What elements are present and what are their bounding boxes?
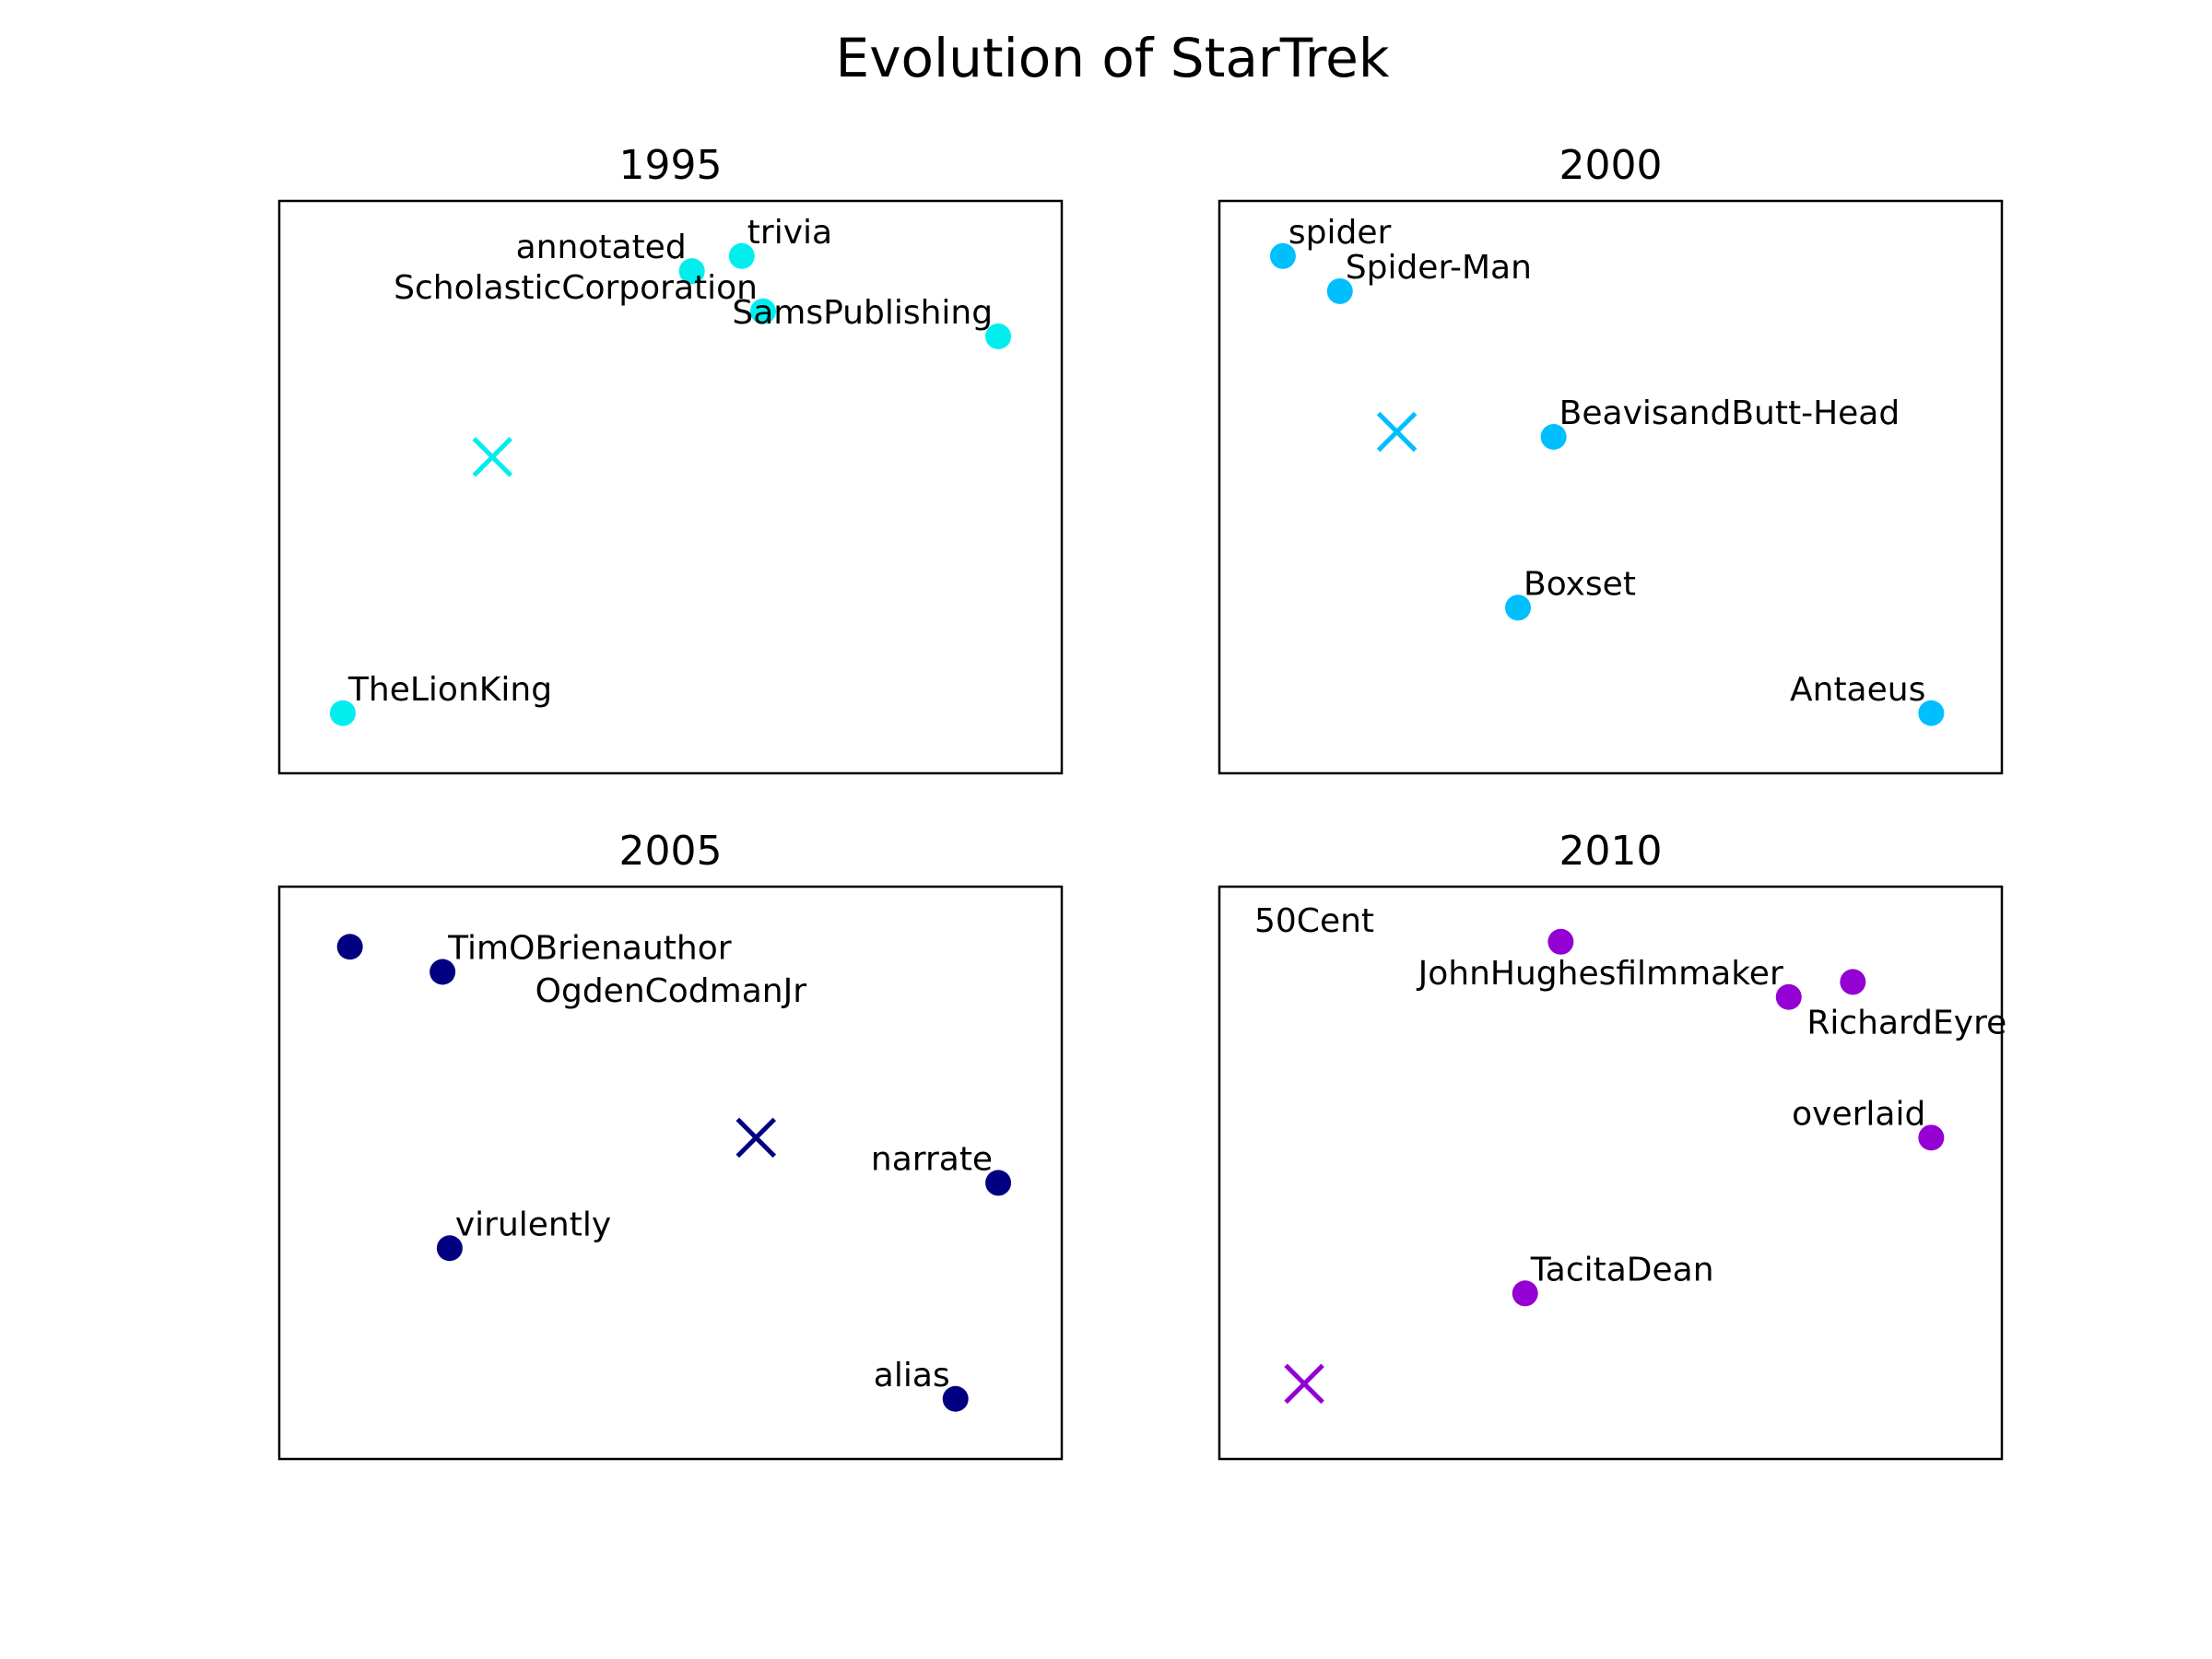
figure-title: Evolution of StarTrek <box>836 27 1390 89</box>
point-label: 50Cent <box>1254 902 1374 940</box>
data-point <box>985 324 1012 349</box>
data-point <box>1505 594 1532 621</box>
point-label: Spider-Man <box>1346 249 1532 287</box>
subplot-title: 1995 <box>619 142 723 189</box>
point-label: BeavisandButt-Head <box>1559 394 1900 432</box>
subplot-frame <box>277 199 1064 775</box>
data-point <box>749 298 776 324</box>
point-label: OgdenCodmanJr <box>535 972 807 1010</box>
data-point <box>336 934 363 960</box>
data-point <box>1547 928 1574 955</box>
point-label: annotated <box>516 229 687 266</box>
point-label: Antaeus <box>1790 671 1925 709</box>
point-label: SamsPublishing <box>732 294 993 332</box>
subplot-frame <box>277 885 1064 1461</box>
center-marker <box>735 1117 777 1159</box>
point-label: narrate <box>871 1140 993 1178</box>
data-point <box>1540 424 1567 450</box>
subplot-1995: 1995 annotated trivia ScholasticCorporation… <box>277 142 1064 775</box>
center-marker <box>1284 1363 1324 1405</box>
point-label: overlaid <box>1792 1095 1925 1133</box>
center-marker <box>472 437 513 477</box>
data-point <box>678 258 705 285</box>
data-point <box>429 959 456 985</box>
point-label: TimOBrienauthor <box>447 930 732 968</box>
data-point <box>942 1385 969 1412</box>
point-label: alias <box>874 1357 950 1394</box>
point-label: JohnHughesfilmmaker <box>1417 955 1783 993</box>
point-label: trivia <box>747 214 832 252</box>
data-point <box>1840 969 1866 995</box>
data-point <box>436 1235 463 1262</box>
point-label: ScholasticCorporation <box>394 269 758 307</box>
subplot-grid: 1995 annotated trivia ScholasticCorporation… <box>277 142 2006 1461</box>
data-point <box>1512 1280 1538 1307</box>
point-label: virulently <box>455 1206 611 1243</box>
point-label: TacitaDean <box>1530 1251 1714 1288</box>
subplot-frame <box>1218 199 2004 775</box>
center-marker <box>1376 411 1418 453</box>
subplot-2005: 2005 TimOBrienauthor OgdenCodmanJr narrate v… <box>277 828 1064 1461</box>
data-point <box>1269 242 1296 269</box>
data-point <box>985 1170 1012 1196</box>
subplot-title: 2000 <box>1559 142 1663 189</box>
point-label: Boxset <box>1524 565 1636 603</box>
data-point <box>329 700 356 726</box>
point-label: spider <box>1288 214 1392 252</box>
data-point <box>1775 983 1802 1010</box>
subplot-2010: 2010 50Cent JohnHughesfilmmaker RichardEyre… <box>1218 828 2006 1461</box>
data-point <box>1918 1124 1945 1151</box>
point-label: RichardEyre <box>1806 1004 2006 1041</box>
data-point <box>1918 700 1945 726</box>
subplot-title: 2005 <box>619 828 723 875</box>
data-point <box>1326 277 1353 304</box>
data-point <box>728 242 755 269</box>
point-label: TheLionKing <box>347 671 552 709</box>
subplot-frame <box>1218 885 2004 1461</box>
subplot-title: 2010 <box>1559 828 1663 875</box>
